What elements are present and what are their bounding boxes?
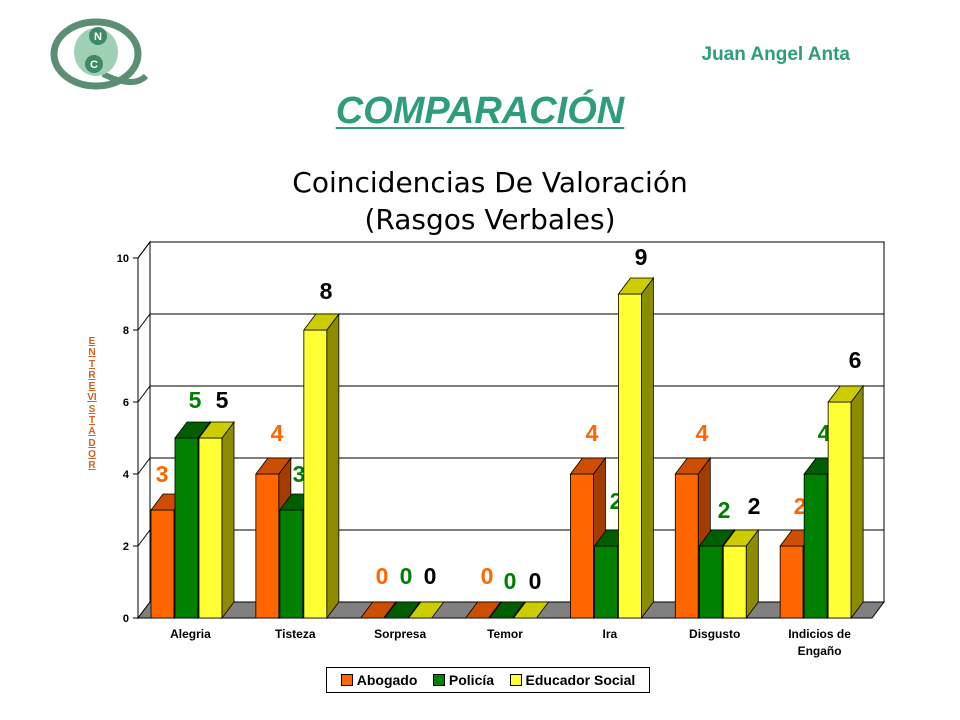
bar-alegria-abogado <box>150 509 175 619</box>
logo-circle-top <box>89 27 107 45</box>
legend-swatch-abogado <box>340 674 353 686</box>
data-label-disgusto-abogado: 4 <box>696 420 709 446</box>
y-tick-label-8: 8 <box>123 325 129 337</box>
logo-circle-bottom <box>85 55 103 73</box>
plot-side-wall <box>137 240 151 620</box>
data-label-indicios-de-engano-policia: 4 <box>818 420 831 446</box>
bar-side-ira-educador-social <box>641 276 654 620</box>
data-label-temor-abogado: 0 <box>481 563 494 589</box>
data-label-sorpresa-educador-social: 0 <box>424 563 437 589</box>
bar-top-sorpresa-policia <box>383 601 421 619</box>
y-tick-label-6: 6 <box>123 397 129 409</box>
legend-item-abogado: Abogado <box>340 672 418 688</box>
data-label-tisteza-policia: 3 <box>293 461 306 487</box>
legend-label-educador: Educador Social <box>525 672 636 688</box>
y-tick-label-2: 2 <box>123 541 129 553</box>
x-tick-label-alegria: Alegria <box>170 627 211 641</box>
bar-disgusto-abogado <box>674 473 699 619</box>
legend-swatch-policia <box>432 674 445 686</box>
bar-side-alegria-educador-social <box>221 420 235 620</box>
bar-top-sorpresa-abogado <box>359 601 397 619</box>
logo: N C <box>50 18 148 90</box>
y-tick-label-10: 10 <box>117 253 129 265</box>
bar-disgusto-educador-social <box>722 545 747 619</box>
data-label-tisteza-educador-social: 8 <box>320 278 333 304</box>
x-tick-label-temor: Temor <box>487 627 523 641</box>
data-label-disgusto-educador-social: 2 <box>748 493 761 519</box>
data-label-tisteza-abogado: 4 <box>271 420 284 446</box>
legend-item-policia: Policía <box>432 672 495 688</box>
data-label-ira-educador-social: 9 <box>635 244 648 270</box>
bar-top-disgusto-policia <box>698 529 736 547</box>
gridline-10 <box>137 241 884 259</box>
bar-alegria-educador-social <box>198 437 223 619</box>
y-tick-label-4: 4 <box>123 469 130 481</box>
page-heading: COMPARACIÓN <box>335 90 625 132</box>
chart-title-line-1: Coincidencias De Valoración <box>292 166 687 199</box>
bar-tisteza-abogado <box>255 473 280 619</box>
bar-top-indicios-de-engano-educador-social <box>827 385 864 403</box>
data-label-alegria-abogado: 3 <box>156 461 169 487</box>
legend-item-educador: Educador Social <box>509 672 636 688</box>
bar-tisteza-educador-social <box>303 329 328 619</box>
bar-ira-policia <box>594 545 618 619</box>
data-label-indicios-de-engano-abogado: 2 <box>794 493 807 519</box>
bar-side-indicios-de-engano-educador-social <box>850 384 864 620</box>
bar-top-alegria-policia <box>174 421 211 439</box>
x-tick-label-disgusto: Disgusto <box>689 627 740 641</box>
bar-disgusto-policia <box>698 545 723 619</box>
data-label-sorpresa-abogado: 0 <box>376 563 389 589</box>
bar-indicios-de-engano-policia <box>803 473 828 619</box>
bar-top-temor-abogado <box>464 601 502 619</box>
data-label-disgusto-policia: 2 <box>718 497 731 523</box>
chart-legend: Abogado Policía Educador Social <box>326 667 650 693</box>
bar-top-sorpresa-educador-social <box>407 601 445 619</box>
x-tick-label-indicios-de-engano-line-2: Engaño <box>798 644 842 658</box>
bar-top-tisteza-abogado <box>255 457 292 475</box>
logo-letter-n: N <box>94 31 102 43</box>
x-tick-label-indicios-de-engano-line-1: Indicios de <box>788 627 851 641</box>
x-tick-label-sorpresa: Sorpresa <box>374 627 426 641</box>
legend-swatch-educador <box>509 674 522 686</box>
bar-tisteza-policia <box>279 509 304 619</box>
bar-ira-abogado <box>570 473 594 619</box>
y-tick-label-0: 0 <box>123 613 129 625</box>
bar-alegria-policia <box>174 437 199 619</box>
bar-top-alegria-educador-social <box>198 421 235 439</box>
bar-top-disgusto-educador-social <box>722 529 760 547</box>
data-label-indicios-de-engano-educador-social: 6 <box>849 347 862 373</box>
author-name: Juan Angel Anta <box>701 44 851 65</box>
bar-side-tisteza-educador-social <box>326 312 340 620</box>
bar-ira-educador-social <box>618 293 642 619</box>
y-axis-label: ENTREVISTADOR <box>87 336 97 472</box>
data-label-ira-abogado: 4 <box>586 420 599 446</box>
bar-indicios-de-engano-educador-social <box>827 401 852 619</box>
data-label-alegria-educador-social: 5 <box>216 387 229 413</box>
data-label-temor-educador-social: 0 <box>529 568 542 594</box>
bar-top-temor-policia <box>488 601 526 619</box>
bar-top-ira-educador-social <box>617 277 655 295</box>
data-label-alegria-policia: 5 <box>189 387 202 413</box>
legend-label-abogado: Abogado <box>356 672 418 688</box>
bar-top-disgusto-abogado <box>674 457 712 475</box>
data-label-sorpresa-policia: 0 <box>400 563 413 589</box>
bar-top-temor-educador-social <box>512 601 550 619</box>
data-label-temor-policia: 0 <box>504 568 517 594</box>
chart-title-line-2: (Rasgos Verbales) <box>364 203 615 236</box>
x-tick-label-ira: Ira <box>603 627 618 641</box>
bar-top-tisteza-educador-social <box>303 313 340 331</box>
bar-indicios-de-engano-abogado <box>779 545 804 619</box>
x-tick-label-tisteza: Tisteza <box>275 627 316 641</box>
legend-label-policia: Policía <box>448 672 495 688</box>
logo-letter-c: C <box>90 59 98 71</box>
bar-top-ira-abogado <box>569 457 607 475</box>
